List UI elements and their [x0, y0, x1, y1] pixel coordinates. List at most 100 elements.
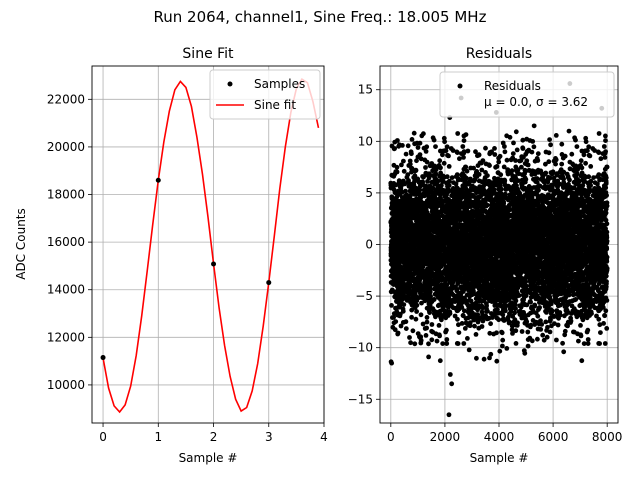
residual-point — [465, 336, 470, 341]
residual-point — [401, 168, 407, 174]
residual-point — [398, 323, 404, 329]
residual-point — [414, 309, 419, 314]
residual-point — [427, 310, 432, 315]
residual-point — [512, 310, 517, 316]
residual-point — [427, 289, 433, 295]
residual-point — [397, 311, 403, 317]
residual-point — [500, 343, 505, 349]
sine-fit-ytick-label: 20000 — [47, 140, 85, 154]
residual-point — [444, 341, 450, 346]
residual-point — [504, 346, 510, 351]
residual-point — [403, 151, 409, 157]
residual-point — [428, 293, 433, 299]
residual-point — [492, 152, 498, 157]
residual-point — [431, 297, 437, 302]
residual-point — [515, 320, 520, 326]
residual-point — [405, 172, 411, 178]
sine-fit-legend: Samples Sine fit — [209, 69, 321, 120]
residual-point — [414, 158, 419, 164]
sine-fit-ytick-label: 14000 — [47, 283, 85, 297]
residuals-xtick-label: 8000 — [592, 430, 623, 444]
residual-point — [417, 277, 423, 282]
residuals-ytick-label: −5 — [355, 289, 373, 303]
residual-point — [483, 145, 488, 151]
residual-point — [510, 151, 516, 157]
residual-point — [437, 358, 443, 364]
sine-fit-xtick-label: 0 — [99, 430, 107, 444]
legend-samples-label: Samples — [254, 77, 305, 91]
residuals-ytick-label: 5 — [365, 186, 373, 200]
residual-point — [465, 148, 471, 154]
residual-point — [401, 158, 406, 164]
residual-point — [461, 341, 467, 346]
residual-point — [433, 144, 438, 150]
residual-point — [415, 145, 421, 150]
residual-point — [401, 302, 407, 307]
residual-point — [403, 188, 408, 194]
residual-point — [511, 140, 516, 146]
sine-fit-ytick-label: 16000 — [47, 235, 85, 249]
residual-point — [513, 129, 519, 135]
residual-point — [503, 308, 508, 314]
residual-point — [507, 134, 513, 140]
residual-point — [519, 329, 525, 334]
residual-point — [498, 172, 504, 178]
residual-point — [444, 337, 450, 342]
residual-point — [437, 333, 442, 339]
residual-point — [434, 338, 440, 344]
residual-point — [394, 169, 400, 175]
residual-point — [417, 187, 423, 193]
residual-point — [429, 337, 435, 343]
residual-point — [502, 149, 508, 155]
residual-point — [455, 131, 461, 136]
residual-point — [446, 153, 451, 159]
residual-point — [502, 144, 507, 149]
residual-point — [414, 302, 420, 308]
residual-point — [424, 325, 429, 331]
residual-point — [474, 355, 479, 361]
residual-point — [419, 300, 424, 306]
residual-point — [411, 130, 417, 136]
residual-point — [429, 322, 435, 327]
residuals-xtick-label: 4000 — [484, 430, 515, 444]
residual-point — [431, 137, 437, 143]
residual-point — [457, 156, 462, 162]
residual-point — [417, 152, 423, 158]
residual-point — [403, 319, 409, 325]
residuals-title: Residuals — [466, 46, 532, 62]
residual-point — [409, 307, 415, 313]
sine-fit-curve — [102, 77, 320, 414]
residual-point — [499, 186, 504, 192]
residual-point — [496, 317, 502, 323]
residual-point — [417, 140, 423, 146]
residual-point — [423, 333, 429, 338]
residual-point — [463, 164, 469, 170]
residual-point — [423, 165, 428, 170]
residual-point — [447, 311, 453, 316]
residual-point — [418, 156, 424, 162]
residual-point — [513, 341, 519, 346]
residual-point — [497, 153, 503, 159]
residual-point — [423, 149, 429, 154]
residual-point — [494, 164, 500, 169]
sine-fit-xtick-label: 2 — [210, 430, 218, 444]
residual-point — [476, 172, 482, 177]
residual-point — [444, 174, 450, 180]
residual-point — [427, 173, 433, 179]
residual-point — [436, 323, 442, 328]
residual-point — [391, 315, 396, 320]
residual-point — [479, 324, 485, 329]
residual-point — [444, 327, 449, 333]
sine-fit-xtick-label: 4 — [320, 430, 328, 444]
residual-point — [484, 202, 490, 208]
residual-point — [405, 143, 411, 149]
residual-point — [395, 330, 401, 336]
residual-point — [496, 159, 502, 165]
legend-samples-marker — [227, 81, 233, 87]
legend-sine-fit-label: Sine fit — [254, 98, 296, 112]
residual-point — [513, 158, 518, 163]
residual-point — [481, 356, 487, 362]
